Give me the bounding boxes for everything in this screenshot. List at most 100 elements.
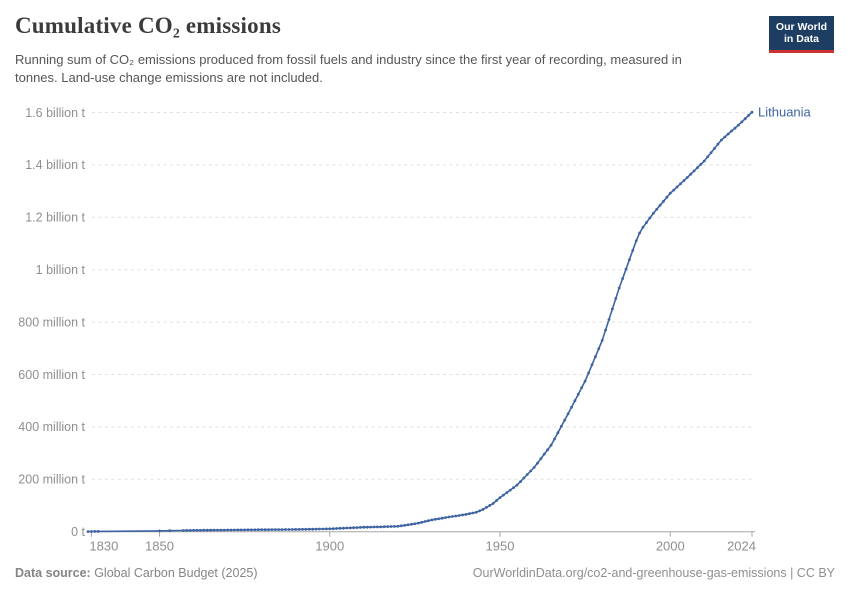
data-point[interactable] — [685, 176, 689, 179]
data-point[interactable] — [454, 514, 458, 518]
data-point[interactable] — [314, 527, 318, 531]
entity-label[interactable]: Lithuania — [758, 105, 812, 120]
data-point[interactable] — [416, 521, 420, 525]
data-point[interactable] — [570, 405, 573, 409]
data-point[interactable] — [464, 513, 468, 516]
data-point[interactable] — [600, 339, 604, 342]
data-point[interactable] — [355, 526, 359, 529]
data-point[interactable] — [260, 528, 264, 532]
data-point[interactable] — [430, 518, 434, 522]
data-point[interactable] — [304, 527, 308, 531]
data-point[interactable] — [587, 371, 590, 375]
data-point[interactable] — [447, 515, 451, 519]
data-point[interactable] — [450, 515, 454, 518]
data-point[interactable] — [621, 277, 624, 280]
data-point[interactable] — [662, 199, 665, 203]
data-point[interactable] — [90, 530, 93, 533]
data-point[interactable] — [505, 491, 509, 494]
data-point[interactable] — [519, 480, 522, 483]
data-point[interactable] — [737, 123, 740, 127]
data-point[interactable] — [331, 527, 335, 531]
data-point[interactable] — [580, 386, 584, 389]
data-point[interactable] — [604, 328, 607, 332]
data-point[interactable] — [410, 522, 413, 526]
data-point[interactable] — [747, 114, 750, 117]
data-point[interactable] — [382, 525, 386, 529]
data-point[interactable] — [508, 488, 512, 492]
data-point[interactable] — [566, 412, 570, 416]
data-point[interactable] — [594, 355, 597, 359]
data-point[interactable] — [583, 379, 587, 383]
data-point[interactable] — [573, 399, 577, 403]
data-point[interactable] — [345, 526, 349, 530]
data-point[interactable] — [256, 528, 260, 532]
data-point[interactable] — [270, 528, 274, 531]
data-point[interactable] — [209, 528, 213, 532]
data-point[interactable] — [365, 525, 369, 529]
data-point[interactable] — [226, 528, 230, 532]
data-point[interactable] — [536, 461, 539, 465]
data-point[interactable] — [723, 135, 727, 139]
data-point[interactable] — [158, 529, 161, 533]
data-point[interactable] — [338, 526, 342, 530]
data-point[interactable] — [280, 528, 284, 531]
data-point[interactable] — [559, 425, 563, 428]
data-point[interactable] — [250, 528, 253, 532]
data-point[interactable] — [253, 528, 257, 532]
data-point[interactable] — [93, 530, 97, 533]
data-point[interactable] — [553, 437, 556, 441]
data-point[interactable] — [468, 512, 471, 516]
data-point[interactable] — [665, 195, 669, 199]
data-point[interactable] — [679, 182, 682, 186]
data-point[interactable] — [495, 499, 498, 502]
data-point[interactable] — [692, 169, 696, 173]
data-point[interactable] — [342, 526, 345, 530]
data-point[interactable] — [212, 528, 216, 532]
data-point[interactable] — [246, 528, 250, 532]
data-point[interactable] — [321, 527, 325, 531]
data-point[interactable] — [86, 530, 90, 533]
data-point[interactable] — [529, 469, 533, 473]
data-point[interactable] — [307, 527, 311, 531]
data-point[interactable] — [743, 117, 747, 121]
data-point[interactable] — [219, 528, 223, 532]
data-point[interactable] — [389, 525, 393, 528]
data-point[interactable] — [277, 528, 281, 531]
data-point[interactable] — [481, 508, 485, 511]
data-point[interactable] — [229, 528, 233, 532]
data-point[interactable] — [645, 221, 648, 225]
data-point[interactable] — [624, 267, 628, 271]
data-point[interactable] — [437, 517, 441, 521]
data-point[interactable] — [379, 525, 383, 529]
data-point[interactable] — [273, 528, 277, 531]
license-link[interactable]: OurWorldinData.org/co2-and-greenhouse-ga… — [472, 566, 835, 580]
data-point[interactable] — [222, 528, 226, 532]
data-point[interactable] — [597, 347, 601, 350]
data-point[interactable] — [709, 151, 713, 155]
data-point[interactable] — [328, 527, 332, 531]
data-point[interactable] — [372, 525, 376, 529]
data-point[interactable] — [369, 525, 372, 529]
data-point[interactable] — [515, 483, 519, 487]
data-point[interactable] — [474, 510, 478, 514]
data-point[interactable] — [539, 457, 543, 460]
data-point[interactable] — [522, 476, 526, 480]
data-point[interactable] — [713, 147, 716, 150]
data-point[interactable] — [607, 318, 611, 321]
data-point[interactable] — [716, 142, 720, 146]
data-point[interactable] — [457, 514, 461, 517]
data-point[interactable] — [471, 511, 475, 515]
data-point[interactable] — [617, 286, 621, 290]
data-point[interactable] — [359, 526, 362, 529]
data-point[interactable] — [750, 110, 754, 114]
data-point[interactable] — [576, 392, 580, 396]
data-point[interactable] — [672, 188, 676, 192]
data-point[interactable] — [205, 528, 209, 532]
data-point[interactable] — [696, 166, 699, 170]
data-point[interactable] — [740, 120, 744, 124]
data-point[interactable] — [498, 496, 502, 499]
data-point[interactable] — [406, 523, 410, 527]
data-point[interactable] — [651, 212, 655, 215]
owid-logo[interactable]: Our World in Data — [769, 16, 834, 53]
